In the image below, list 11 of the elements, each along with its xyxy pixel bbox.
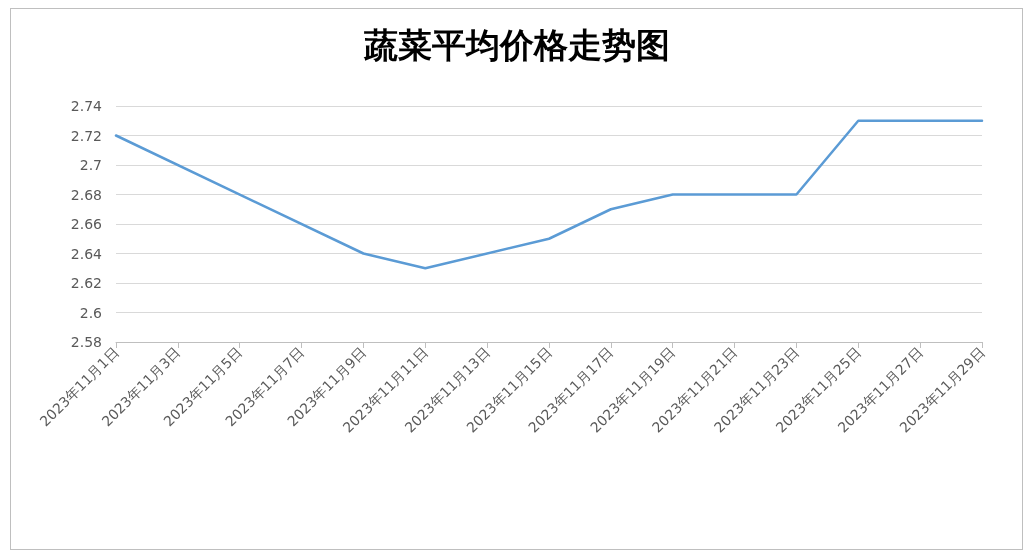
y-tick-label: 2.74	[70, 98, 103, 114]
y-tick-label: 2.68	[70, 186, 102, 203]
y-tick-label: 2.66	[70, 216, 103, 232]
y-tick-label: 2.64	[70, 245, 103, 262]
y-tick-label: 2.7	[79, 157, 102, 173]
y-tick-label: 2.72	[70, 127, 102, 144]
chart-title: 蔬菜平均价格走势图	[362, 25, 670, 65]
y-tick-label: 2.6	[79, 304, 103, 321]
y-tick-label: 2.58	[70, 334, 102, 350]
y-tick-label: 2.62	[70, 275, 102, 291]
line-series	[114, 119, 984, 270]
